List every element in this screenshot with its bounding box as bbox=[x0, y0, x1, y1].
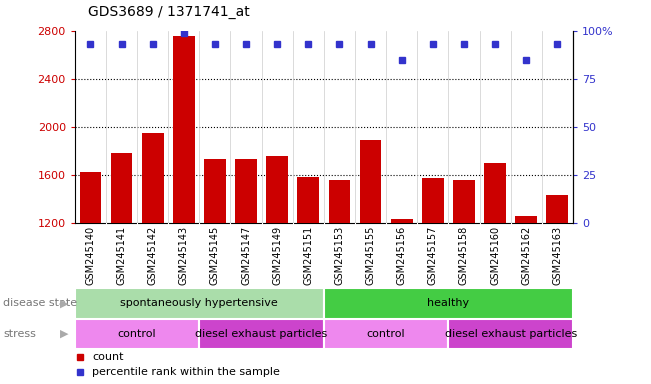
Text: stress: stress bbox=[3, 329, 36, 339]
Text: spontaneously hypertensive: spontaneously hypertensive bbox=[120, 298, 278, 308]
Text: GSM245160: GSM245160 bbox=[490, 226, 500, 285]
Bar bbox=[516, 216, 537, 223]
Text: healthy: healthy bbox=[427, 298, 469, 308]
Bar bbox=[449, 319, 573, 349]
Bar bbox=[75, 319, 199, 349]
Text: GSM245156: GSM245156 bbox=[396, 226, 407, 285]
Text: GSM245145: GSM245145 bbox=[210, 226, 220, 285]
Text: control: control bbox=[118, 329, 156, 339]
Bar bbox=[422, 178, 444, 223]
Bar bbox=[329, 180, 350, 223]
Text: count: count bbox=[92, 352, 124, 362]
Bar bbox=[324, 319, 449, 349]
Text: GSM245157: GSM245157 bbox=[428, 226, 438, 285]
Text: GSM245140: GSM245140 bbox=[85, 226, 96, 285]
Bar bbox=[235, 159, 257, 223]
Bar bbox=[75, 288, 324, 319]
Text: ▶: ▶ bbox=[60, 298, 68, 308]
Bar bbox=[142, 133, 163, 223]
Bar bbox=[359, 140, 381, 223]
Text: GSM245141: GSM245141 bbox=[117, 226, 126, 285]
Text: GSM245149: GSM245149 bbox=[272, 226, 282, 285]
Bar bbox=[298, 177, 319, 223]
Bar bbox=[324, 288, 573, 319]
Text: GSM245147: GSM245147 bbox=[241, 226, 251, 285]
Bar bbox=[453, 180, 475, 223]
Bar bbox=[266, 156, 288, 223]
Text: disease state: disease state bbox=[3, 298, 77, 308]
Bar bbox=[484, 163, 506, 223]
Bar bbox=[199, 319, 324, 349]
Text: GSM245162: GSM245162 bbox=[521, 226, 531, 285]
Text: GSM245143: GSM245143 bbox=[179, 226, 189, 285]
Bar bbox=[204, 159, 226, 223]
Text: GSM245155: GSM245155 bbox=[366, 226, 376, 285]
Text: ▶: ▶ bbox=[60, 329, 68, 339]
Text: percentile rank within the sample: percentile rank within the sample bbox=[92, 367, 280, 377]
Bar bbox=[79, 172, 102, 223]
Bar bbox=[391, 219, 413, 223]
Text: GDS3689 / 1371741_at: GDS3689 / 1371741_at bbox=[88, 5, 249, 19]
Bar bbox=[546, 195, 568, 223]
Text: control: control bbox=[367, 329, 406, 339]
Text: diesel exhaust particles: diesel exhaust particles bbox=[195, 329, 327, 339]
Bar bbox=[111, 153, 132, 223]
Text: GSM245151: GSM245151 bbox=[303, 226, 313, 285]
Text: diesel exhaust particles: diesel exhaust particles bbox=[445, 329, 577, 339]
Text: GSM245142: GSM245142 bbox=[148, 226, 158, 285]
Text: GSM245163: GSM245163 bbox=[552, 226, 562, 285]
Bar bbox=[173, 36, 195, 223]
Text: GSM245153: GSM245153 bbox=[335, 226, 344, 285]
Text: GSM245158: GSM245158 bbox=[459, 226, 469, 285]
